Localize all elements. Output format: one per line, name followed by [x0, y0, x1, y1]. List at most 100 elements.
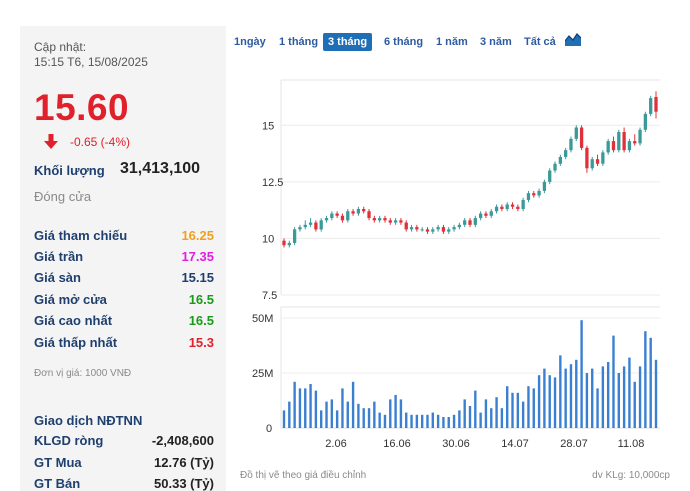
candle-body — [441, 227, 446, 232]
volume-bar — [420, 414, 424, 428]
candle-body — [617, 132, 621, 151]
volume-bar — [389, 399, 392, 428]
candle-body — [425, 229, 430, 232]
volume-value: 31,413,100 — [120, 160, 201, 177]
row-label: Giá thấp nhất — [34, 335, 118, 350]
candle-body — [378, 218, 382, 221]
candle-body — [627, 141, 632, 151]
candle-body — [314, 222, 318, 230]
volume-label: Khối lượng — [34, 163, 105, 178]
tab-all[interactable]: Tất cả — [524, 36, 556, 48]
volume-bar — [309, 384, 312, 428]
volume-bar — [362, 408, 365, 428]
candle-body — [574, 127, 578, 139]
candle-body — [585, 147, 589, 169]
candle-body — [622, 132, 626, 151]
volume-bar — [527, 386, 530, 428]
volume-bar — [468, 406, 472, 428]
volume-bar — [367, 408, 371, 428]
volume-bar — [314, 390, 318, 428]
candle-body — [611, 141, 616, 151]
volume-bar — [559, 355, 562, 428]
volume-bar — [410, 414, 413, 428]
row-value: 50.33 (Tỷ) — [154, 476, 214, 491]
tab-3-months[interactable]: 3 tháng — [323, 33, 373, 51]
volume-bar — [521, 401, 525, 428]
tab-1-month[interactable]: 1 tháng — [279, 36, 319, 48]
candle-body — [463, 220, 467, 225]
candle-body — [298, 227, 302, 230]
volume-bar — [320, 410, 323, 428]
volume-bar — [548, 375, 551, 428]
volume-bar — [447, 417, 450, 428]
volume-bar — [490, 408, 493, 428]
date-tick-label: 16.06 — [383, 438, 411, 450]
candle-body — [537, 190, 541, 196]
tab-1-day[interactable]: 1ngày — [234, 36, 266, 48]
volume-bar — [474, 390, 477, 428]
price-unit-note: Đơn vị giá: 1000 VNĐ — [34, 368, 132, 379]
row-label: Giá cao nhất — [34, 313, 113, 328]
row-value: -2,408,600 — [151, 433, 214, 448]
row-label: Giá mở cửa — [34, 292, 107, 307]
candle-body — [420, 229, 424, 231]
ref-price-row: Giá tham chiếu 16.25 — [34, 226, 214, 246]
candle-body — [548, 170, 552, 182]
volume-bar — [537, 375, 541, 428]
volume-tick-label: 0 — [266, 423, 272, 435]
candle-body — [478, 213, 483, 219]
volume-bar — [442, 417, 445, 428]
price-tick-label: 7.5 — [262, 290, 277, 302]
candle-body — [494, 206, 499, 212]
candle-body — [595, 159, 600, 164]
candle-body — [409, 227, 414, 230]
quote-panel: Cập nhật: 15:15 T6, 15/08/2025 15.60 -0.… — [20, 26, 226, 491]
volume-bar — [373, 401, 376, 428]
candle-body — [601, 152, 605, 164]
volume-bar — [357, 403, 360, 428]
candle-body — [351, 211, 355, 214]
volume-bar — [394, 395, 397, 428]
volume-bar — [288, 401, 291, 428]
candle-body — [388, 220, 392, 223]
candle-body — [542, 181, 547, 191]
candle-body — [579, 127, 584, 148]
price-change: -0.65 (-4%) — [70, 135, 131, 149]
volume-bar — [325, 401, 328, 428]
candle-body — [633, 141, 637, 144]
candle-body — [564, 150, 568, 157]
candle-body — [510, 204, 515, 207]
buy-value-row: GT Mua 12.76 (Tỷ) — [34, 453, 214, 473]
date-tick-label: 28.07 — [560, 438, 588, 450]
candle-body — [308, 222, 313, 225]
candle-body — [415, 227, 419, 230]
candle-body — [638, 129, 642, 144]
candle-body — [447, 229, 451, 232]
ceiling-price-row: Giá trần 17.35 — [34, 247, 214, 267]
row-label: KLGD ròng — [34, 433, 104, 448]
tab-6-months[interactable]: 6 tháng — [384, 36, 424, 48]
tab-1-year[interactable]: 1 năm — [436, 36, 468, 48]
volume-bar — [649, 337, 652, 428]
volume-bar — [633, 381, 636, 428]
volume-unit-note: dv KLg: 10,000cp — [592, 470, 670, 481]
volume-bar — [543, 368, 546, 428]
candle-body — [484, 213, 488, 216]
area-chart-icon[interactable] — [565, 33, 581, 47]
volume-bar — [511, 392, 514, 428]
row-label: GT Mua — [34, 455, 82, 470]
row-label: Giá trần — [34, 249, 84, 264]
candle-body — [606, 141, 610, 153]
tab-3-years[interactable]: 3 năm — [480, 36, 512, 48]
volume-bar — [569, 364, 573, 428]
low-price-row: Giá thấp nhất 15.3 — [34, 333, 214, 353]
row-value: 15.3 — [188, 335, 214, 350]
date-tick-label: 2.06 — [325, 438, 346, 450]
candle-body — [346, 211, 350, 221]
row-value: 17.35 — [181, 249, 214, 264]
candle-body — [643, 113, 648, 130]
volume-bar — [506, 386, 509, 428]
volume-tick-label: 25M — [252, 368, 273, 380]
